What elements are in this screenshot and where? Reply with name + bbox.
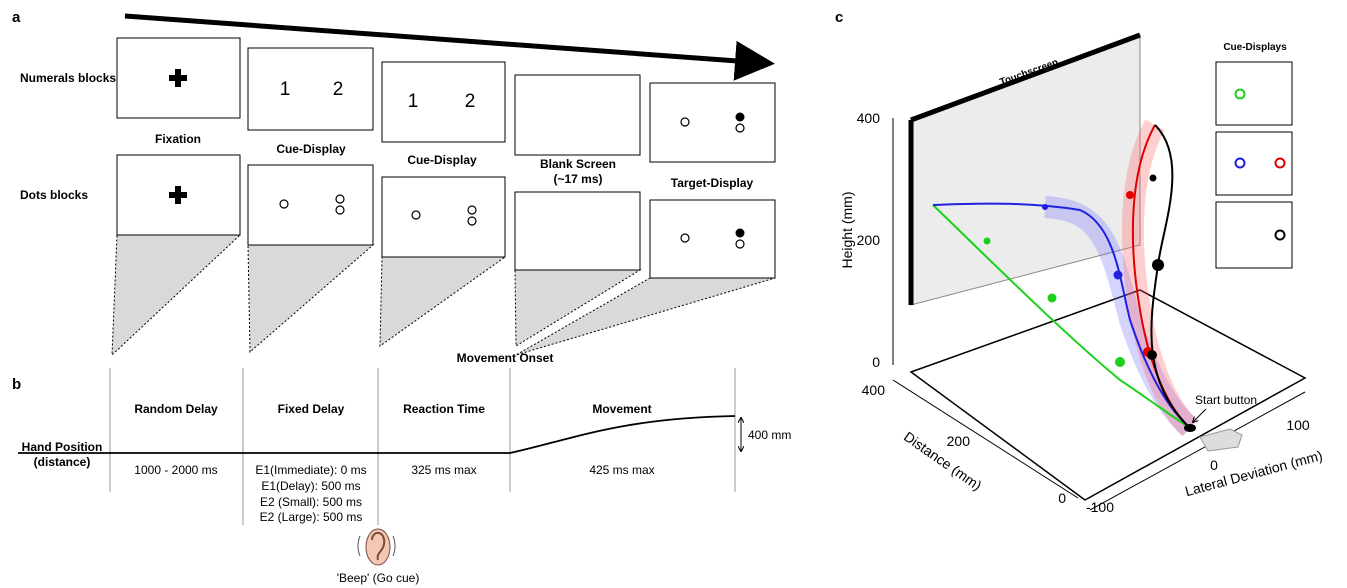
duration: 425 ms max — [589, 463, 654, 477]
lateral-tick: -100 — [1086, 499, 1114, 515]
height-tick: 0 — [872, 354, 880, 370]
duration: E2 (Large): 500 ms — [260, 510, 363, 524]
phase: Random Delay — [134, 402, 218, 416]
height-tick: 200 — [857, 232, 881, 248]
caption: Movement Onset — [457, 351, 554, 365]
lateral-tick: 0 — [1210, 457, 1218, 473]
amplitude: 400 mm — [748, 428, 791, 442]
start-arrow — [1193, 409, 1206, 422]
figure: a Numerals blocks Dots blocks 1 2 1 2 Fi… — [0, 0, 1347, 588]
panel-label: c — [835, 9, 843, 26]
panel-label: b — [12, 376, 21, 393]
height-tick: 400 — [857, 110, 881, 126]
numeral: 2 — [333, 79, 344, 100]
trace-label: (distance) — [34, 455, 91, 469]
panel-label: a — [12, 9, 21, 26]
phase: Fixed Delay — [278, 402, 345, 416]
numeral: 1 — [408, 91, 419, 112]
distance-tick: 200 — [947, 433, 971, 449]
height-label: Height (mm) — [839, 191, 855, 268]
phase: Movement — [592, 402, 651, 416]
screens — [112, 38, 775, 355]
row-label: Numerals blocks — [20, 71, 116, 85]
go-cue: 'Beep' (Go cue) — [337, 571, 420, 585]
hand-trace — [18, 416, 735, 453]
caption: (~17 ms) — [553, 172, 602, 186]
duration: E2 (Small): 500 ms — [260, 495, 362, 509]
lateral-label: Lateral Deviation (mm) — [1183, 447, 1324, 499]
trace-label: Hand Position — [22, 440, 103, 454]
caption: Cue-Display — [276, 142, 346, 156]
start-button-label: Start button — [1195, 393, 1257, 407]
distance-tick: 400 — [862, 382, 886, 398]
numeral: 1 — [280, 79, 291, 100]
cue-displays-title: Cue-Displays — [1223, 42, 1287, 53]
duration: E1(Delay): 500 ms — [261, 479, 360, 493]
duration: E1(Immediate): 0 ms — [255, 463, 366, 477]
row-label: Dots blocks — [20, 188, 88, 202]
duration: 1000 - 2000 ms — [134, 463, 217, 477]
numeral: 2 — [465, 91, 476, 112]
cue-displays — [1216, 62, 1292, 268]
distance-label: Distance (mm) — [901, 428, 985, 493]
ear-icon — [358, 529, 395, 565]
caption: Target-Display — [671, 176, 754, 190]
phase: Reaction Time — [403, 402, 485, 416]
lateral-tick: 100 — [1286, 417, 1310, 433]
caption: Blank Screen — [540, 157, 616, 171]
duration: 325 ms max — [411, 463, 476, 477]
distance-tick: 0 — [1058, 490, 1066, 506]
phase-dividers — [110, 368, 735, 525]
caption: Fixation — [155, 132, 201, 146]
caption: Cue-Display — [407, 153, 477, 167]
